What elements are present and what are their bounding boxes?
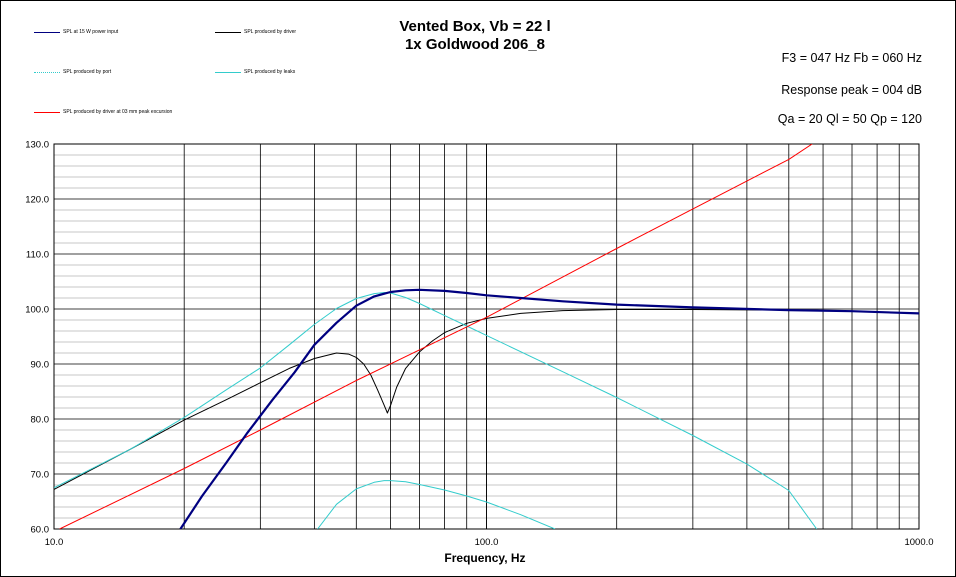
legend-label-driver: SPL produced by driver: [244, 29, 297, 35]
plot-border: [53, 143, 920, 530]
y-tick-label: 80.0: [31, 415, 50, 426]
legend-label-leaks: SPL produced by leaks: [244, 69, 296, 75]
x-tick-label: 10.0: [45, 537, 64, 548]
y-tick-label: 90.0: [31, 360, 50, 371]
y-tick-label: 130.0: [25, 140, 49, 151]
legend-swatch-total: [34, 32, 60, 33]
legend-label-excursion: SPL produced by driver at 03 mm peak exc…: [63, 109, 173, 115]
y-tick-label: 60.0: [31, 525, 50, 536]
y-tick-label: 110.0: [26, 250, 49, 261]
legend-swatch-leaks: [215, 72, 241, 73]
q-values-info: Qa = 20 Ql = 50 Qp = 120: [777, 112, 922, 126]
y-tick-label: 100.0: [25, 305, 49, 316]
y-tick-label: 70.0: [31, 470, 50, 481]
title-line-1: Vented Box, Vb = 22 l: [399, 18, 551, 35]
response-peak-info: Response peak = 004 dB: [781, 83, 922, 97]
legend-label-total: SPL at 15 W power input: [63, 29, 119, 35]
legend-label-port: SPL produced by port: [63, 69, 112, 75]
y-tick-label: 120.0: [25, 195, 49, 206]
series-line-excursion: [59, 144, 813, 529]
f3-fb-info: F3 = 047 Hz Fb = 060 Hz: [781, 51, 922, 65]
legend-swatch-port: [34, 72, 60, 73]
series-line-driver: [54, 309, 919, 490]
legend-swatch-driver: [215, 32, 241, 33]
series-line-total: [179, 288, 919, 529]
x-tick-label: 1000.0: [904, 537, 933, 548]
chart-title: Vented Box, Vb = 22 l 1x Goldwood 206_8: [330, 18, 620, 54]
legend-swatch-excursion: [34, 112, 60, 113]
series-line-leaks: [317, 480, 556, 529]
title-line-2: 1x Goldwood 206_8: [404, 36, 546, 53]
x-tick-label: 100.0: [475, 537, 499, 548]
x-axis-label: Frequency, Hz: [444, 551, 526, 565]
